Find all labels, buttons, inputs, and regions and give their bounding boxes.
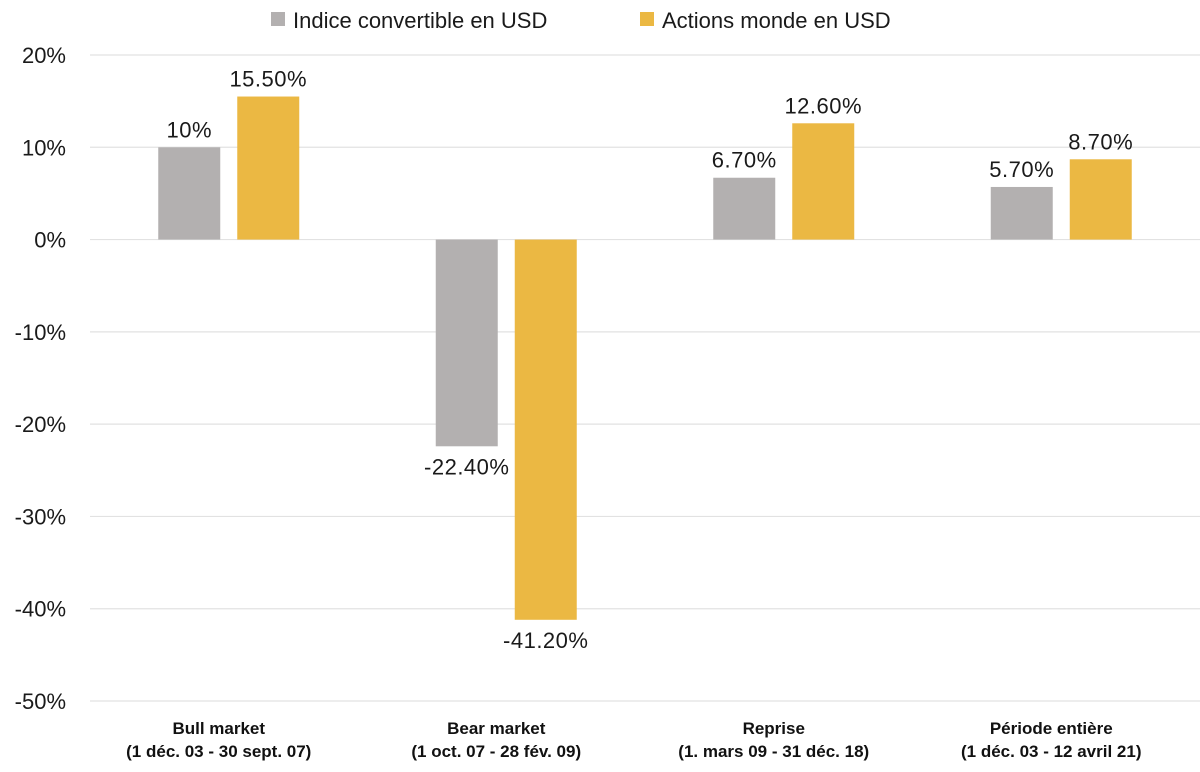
- bar-convertible: [713, 177, 776, 240]
- y-tick-label: -10%: [15, 320, 66, 345]
- y-tick-label: -40%: [15, 597, 66, 622]
- data-label: 15.50%: [229, 67, 307, 92]
- data-label: 12.60%: [784, 93, 862, 118]
- y-tick-label: 20%: [22, 43, 66, 68]
- legend-swatch-actions-monde: [640, 12, 654, 26]
- legend: Indice convertible en USD Actions monde …: [271, 8, 891, 33]
- data-label: 5.70%: [989, 157, 1054, 182]
- bar-convertible: [990, 186, 1053, 240]
- bar-convertible: [435, 239, 498, 447]
- y-tick-label: 0%: [34, 228, 66, 253]
- data-label: 10%: [166, 117, 212, 142]
- x-category-label: Bull market: [172, 719, 265, 738]
- x-axis: Bull market (1 déc. 03 - 30 sept. 07) Bear…: [126, 719, 1141, 761]
- legend-swatch-convertible: [271, 12, 285, 26]
- legend-label-convertible: Indice convertible en USD: [293, 8, 547, 33]
- x-category-label: Bear market: [447, 719, 546, 738]
- bar-convertible: [158, 147, 221, 240]
- y-tick-label: -30%: [15, 504, 66, 529]
- bar-actions-monde: [1069, 159, 1132, 240]
- bar-actions-monde: [514, 239, 577, 620]
- y-tick-label: -20%: [15, 412, 66, 437]
- data-labels: 10% 15.50% -22.40% -41.20% 6.70% 12.60% 5.70% 8…: [166, 67, 1133, 653]
- legend-label-actions-monde: Actions monde en USD: [662, 8, 891, 33]
- bar-actions-monde: [237, 96, 300, 240]
- x-category-sublabel: (1 déc. 03 - 12 avril 21): [961, 742, 1142, 761]
- y-tick-label: 10%: [22, 135, 66, 160]
- bar-actions-monde: [792, 123, 855, 240]
- data-label: -22.40%: [424, 454, 509, 479]
- bars: [158, 96, 1132, 620]
- x-category-sublabel: (1. mars 09 - 31 déc. 18): [678, 742, 869, 761]
- y-tick-label: -50%: [15, 689, 66, 714]
- x-category-label: Période entière: [990, 719, 1113, 738]
- x-category-sublabel: (1 déc. 03 - 30 sept. 07): [126, 742, 311, 761]
- data-label: -41.20%: [503, 628, 588, 653]
- x-category-sublabel: (1 oct. 07 - 28 fév. 09): [411, 742, 581, 761]
- data-label: 8.70%: [1068, 129, 1133, 154]
- y-axis: 20% 10% 0% -10% -20% -30% -40% -50%: [15, 43, 66, 714]
- data-label: 6.70%: [712, 148, 777, 173]
- x-category-label: Reprise: [743, 719, 805, 738]
